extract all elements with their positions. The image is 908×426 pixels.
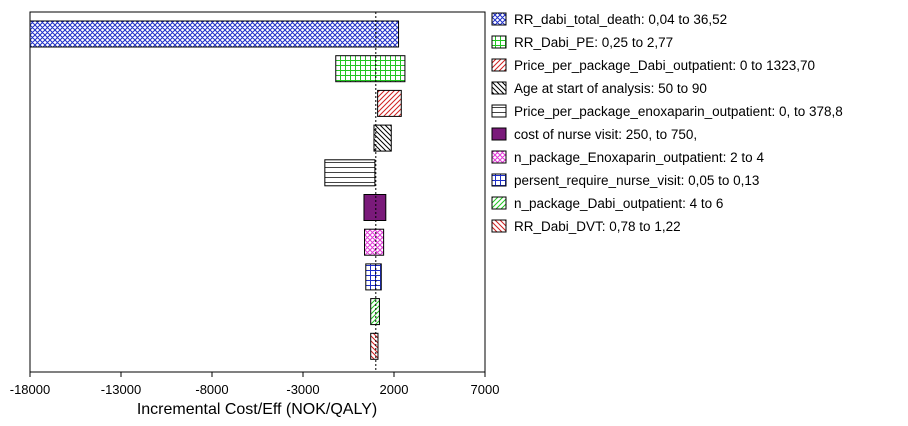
bar-5 xyxy=(324,159,376,187)
legend-swatch xyxy=(491,58,507,72)
legend-swatch xyxy=(491,35,507,49)
x-axis-title: Incremental Cost/Eff (NOK/QALY) xyxy=(137,401,377,418)
legend-label: n_package_Dabi_outpatient: 4 to 6 xyxy=(514,196,723,211)
legend-swatch xyxy=(491,196,507,210)
legend-swatch xyxy=(491,127,507,141)
legend-swatch xyxy=(491,81,507,95)
bar-1 xyxy=(29,20,400,48)
legend-label: Price_per_package_Dabi_outpatient: 0 to … xyxy=(514,58,815,73)
x-tick-label: -8000 xyxy=(195,382,228,397)
x-tick-label: 7000 xyxy=(471,382,500,397)
legend-label: RR_Dabi_DVT: 0,78 to 1,22 xyxy=(514,219,681,234)
legend-label: Price_per_package_enoxaparin_outpatient:… xyxy=(514,104,843,119)
bar-8 xyxy=(365,263,382,291)
legend-label: persent_require_nurse_visit: 0,05 to 0,1… xyxy=(514,173,759,188)
bars-group xyxy=(29,20,406,360)
bar-7 xyxy=(364,228,385,256)
bar-10 xyxy=(370,332,379,360)
x-tick-label: -18000 xyxy=(10,382,50,397)
legend-label: n_package_Enoxaparin_outpatient: 2 to 4 xyxy=(514,150,764,165)
legend-swatch xyxy=(491,219,507,233)
legend-label: cost of nurse visit: 250, to 750, xyxy=(514,127,697,142)
bar-3 xyxy=(377,89,402,117)
legend-label: RR_dabi_total_death: 0,04 to 36,52 xyxy=(514,12,727,27)
x-tick-label: -3000 xyxy=(286,382,319,397)
bar-9 xyxy=(370,298,380,326)
bar-2 xyxy=(335,55,406,83)
x-tick-label: 2000 xyxy=(380,382,409,397)
legend: RR_dabi_total_death: 0,04 to 36,52 RR_Dab… xyxy=(491,12,843,234)
legend-swatch xyxy=(491,150,507,164)
legend-label: RR_Dabi_PE: 0,25 to 2,77 xyxy=(514,35,673,50)
legend-swatch xyxy=(491,104,507,118)
plot-area xyxy=(29,11,486,373)
legend-label: Age at start of analysis: 50 to 90 xyxy=(514,81,707,96)
x-ticks-group: -18000 -13000 -8000 -3000 2000 7000 xyxy=(10,372,500,397)
x-tick-label: -13000 xyxy=(101,382,141,397)
bar-6 xyxy=(363,194,387,221)
bar-4 xyxy=(373,124,392,152)
legend-swatch xyxy=(491,12,507,26)
legend-swatch xyxy=(491,173,507,187)
